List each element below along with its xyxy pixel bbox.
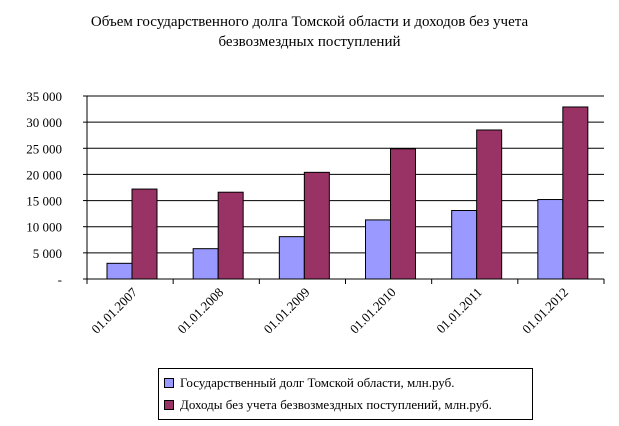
y-tick-label: 35 000 xyxy=(26,89,62,104)
legend-item-income: Доходы без учета безвозмездных поступлен… xyxy=(164,397,492,413)
bar-debt xyxy=(106,262,133,280)
bar-income xyxy=(562,106,589,280)
legend-swatch-income xyxy=(164,400,174,410)
y-tick-label: 25 000 xyxy=(26,141,62,156)
x-tick-label: 01.01.2008 xyxy=(174,285,226,337)
x-tick-label: 01.01.2007 xyxy=(88,284,140,336)
bar-income xyxy=(476,129,503,280)
legend: Государственный долг Томской области, мл… xyxy=(158,368,533,420)
legend-swatch-debt xyxy=(164,378,174,388)
y-tick-label: 30 000 xyxy=(26,115,62,130)
bar-debt xyxy=(192,248,219,280)
y-tick-label: 20 000 xyxy=(26,167,62,182)
x-tick-label: 01.01.2011 xyxy=(433,285,485,337)
chart-title-line-1: Объем государственного долга Томской обл… xyxy=(90,14,529,30)
y-tick-label: 5 000 xyxy=(33,246,62,261)
y-tick-label: - xyxy=(58,272,62,287)
bar-income xyxy=(131,188,158,280)
x-tick-label: 01.01.2012 xyxy=(519,285,571,337)
y-tick-label: 10 000 xyxy=(26,220,62,235)
bar-debt xyxy=(537,199,564,280)
bar-debt xyxy=(365,219,391,280)
x-tick-label: 01.01.2010 xyxy=(347,285,399,337)
legend-label-debt: Государственный долг Томской области, мл… xyxy=(180,375,455,390)
legend-label-income: Доходы без учета безвозмездных поступлен… xyxy=(180,397,492,412)
bar-income xyxy=(303,171,330,280)
chart-title: Объем государственного долга Томской обл… xyxy=(0,12,619,52)
bar-income xyxy=(217,191,244,280)
bar-debt xyxy=(451,210,478,280)
x-tick-label: 01.01.2009 xyxy=(261,285,313,337)
legend-item-debt: Государственный долг Томской области, мл… xyxy=(164,375,455,391)
bar-debt xyxy=(278,236,305,280)
bar-income xyxy=(390,148,416,280)
y-tick-label: 15 000 xyxy=(26,194,62,209)
chart-title-line-2: безвозмездных поступлений xyxy=(218,34,401,50)
